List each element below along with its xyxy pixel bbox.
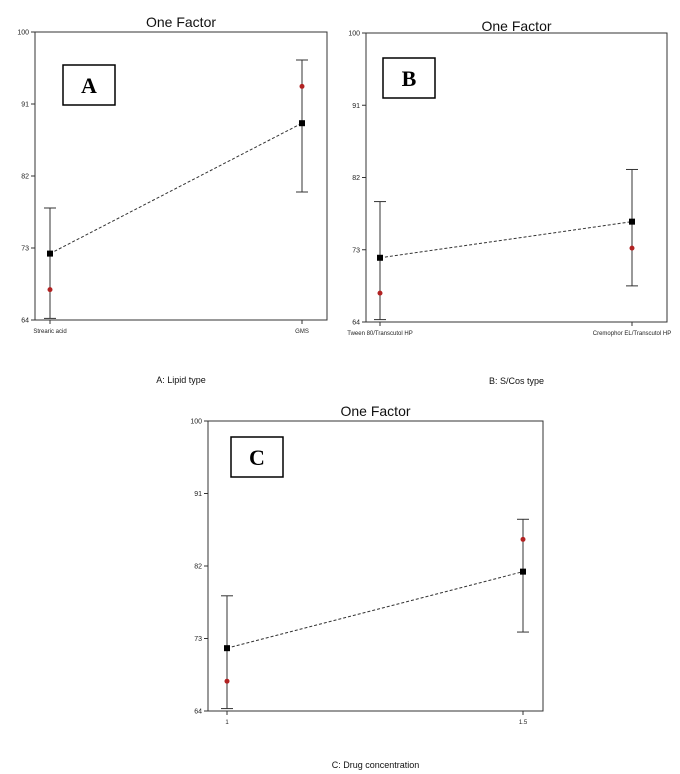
x-tick-label: 1.5 xyxy=(519,720,528,726)
y-tick-label: 100 xyxy=(17,30,29,37)
x-axis-label: B: S/Cos type xyxy=(489,376,544,386)
y-tick-label: 91 xyxy=(21,102,29,109)
panel-label-box xyxy=(382,57,436,99)
y-tick-label: 73 xyxy=(194,636,202,643)
y-tick-label: 91 xyxy=(352,103,360,110)
x-tick-label: 1 xyxy=(225,720,229,726)
actual-point xyxy=(629,245,635,251)
predicted-point xyxy=(629,218,635,225)
prediction-line xyxy=(379,221,633,259)
actual-point xyxy=(47,287,53,293)
actual-point xyxy=(224,678,230,684)
predicted-point xyxy=(47,250,53,257)
chart-title: One Factor xyxy=(481,18,551,34)
predicted-point xyxy=(520,568,526,575)
chart-title: One Factor xyxy=(146,14,216,30)
x-axis-label: A: Lipid type xyxy=(156,375,206,385)
chart-panel-A: One Factor 64 73 82 91 100 Strearic acid GMS A: … xyxy=(17,14,328,385)
prediction-line xyxy=(226,571,524,649)
panel-label: A xyxy=(81,73,97,98)
chart-title: One Factor xyxy=(340,403,410,419)
panel-label: B xyxy=(402,66,417,91)
x-tick-label: Cremophor EL/Transcutol HP xyxy=(593,331,671,337)
x-axis-label: C: Drug concentration xyxy=(332,760,420,770)
y-tick-label: 64 xyxy=(21,318,29,325)
predicted-point xyxy=(224,645,230,652)
actual-point xyxy=(520,536,526,542)
chart-panel-C: One Factor 64 73 82 91 100 1 1.5 C: Drug concent… xyxy=(190,403,544,770)
y-tick-label: 100 xyxy=(348,31,360,38)
y-tick-label: 82 xyxy=(352,175,360,182)
chart-panel-B: One Factor 64 73 82 91 100 Tween 80/Transcutol… xyxy=(347,18,671,386)
actual-point xyxy=(299,83,305,89)
y-tick-label: 64 xyxy=(194,709,202,716)
y-tick-label: 73 xyxy=(352,247,360,254)
actual-point xyxy=(377,290,383,296)
panel-label: C xyxy=(249,445,265,470)
prediction-line xyxy=(49,122,303,255)
panel-label-box xyxy=(230,436,284,478)
x-tick-label: Tween 80/Transcutol HP xyxy=(347,331,412,337)
y-tick-label: 100 xyxy=(190,419,202,426)
y-tick-label: 82 xyxy=(21,174,29,181)
y-tick-label: 82 xyxy=(194,564,202,571)
x-tick-label: GMS xyxy=(295,329,309,335)
predicted-point xyxy=(299,120,305,127)
x-tick-label: Strearic acid xyxy=(33,329,66,335)
y-tick-label: 73 xyxy=(21,246,29,253)
y-tick-label: 91 xyxy=(194,491,202,498)
y-tick-label: 64 xyxy=(352,320,360,327)
predicted-point xyxy=(377,254,383,261)
panel-label-box xyxy=(62,64,116,106)
